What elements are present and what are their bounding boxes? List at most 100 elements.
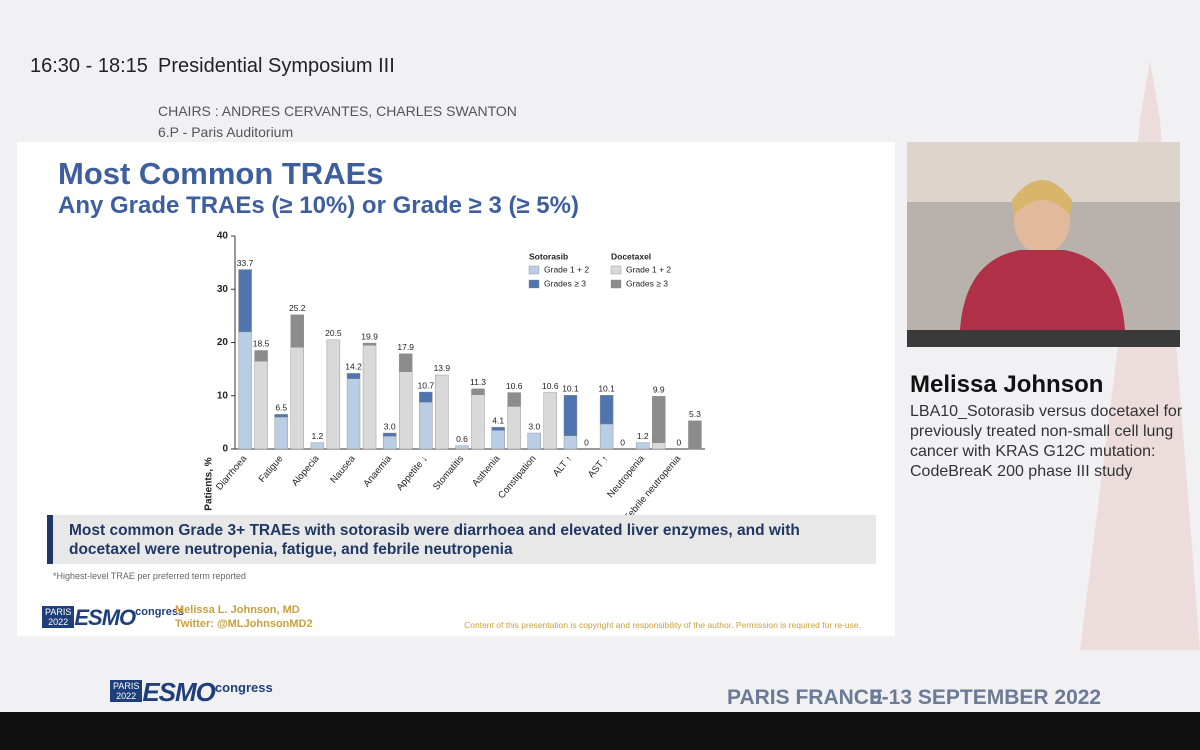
total-label: 1.2 xyxy=(637,431,649,441)
bar-segment xyxy=(254,350,268,362)
bar-segment xyxy=(471,394,485,450)
total-label: 13.9 xyxy=(434,363,451,373)
bar-segment xyxy=(398,371,413,450)
copyright: Content of this presentation is copyrigh… xyxy=(464,620,861,630)
total-label: 10.6 xyxy=(542,381,559,391)
y-tick-label: 20 xyxy=(217,337,229,348)
logo-year: 2022 xyxy=(116,691,137,701)
legend-label: Grades ≥ 3 xyxy=(544,278,586,288)
logo-event: congress xyxy=(135,606,185,618)
speaker-hair xyxy=(1012,180,1072,215)
y-tick-label: 30 xyxy=(217,284,229,295)
presenter: Melissa L. Johnson, MD xyxy=(175,604,300,616)
logo-city: PARIS xyxy=(113,681,140,691)
logo-year: 2022 xyxy=(48,617,69,627)
bar-segment xyxy=(382,436,397,450)
legend-label: Grade 1 + 2 xyxy=(626,264,671,274)
legend-label: Grade 1 + 2 xyxy=(544,264,589,274)
bar-segment xyxy=(599,395,614,425)
callout-text: Most common Grade 3+ TRAEs with sotorasi… xyxy=(69,522,800,558)
bar-segment xyxy=(274,414,288,418)
total-label: 10.1 xyxy=(598,383,615,393)
bar-segment xyxy=(435,374,449,450)
bar-segment xyxy=(362,344,377,450)
bar-segment xyxy=(290,314,304,348)
legend-group: Docetaxel xyxy=(611,251,651,261)
bottom-band xyxy=(0,712,1200,750)
total-label: 14.2 xyxy=(345,362,362,372)
x-tick-label: Appetite ↓ xyxy=(394,453,430,492)
y-axis-label: Patients, % xyxy=(204,457,215,510)
total-label: 10.6 xyxy=(506,381,523,391)
total-label: 17.9 xyxy=(397,342,414,352)
session-chairs: CHAIRS : ANDRES CERVANTES, CHARLES SWANT… xyxy=(158,103,517,119)
total-label: 10.1 xyxy=(562,383,579,393)
total-label: 1.2 xyxy=(311,431,323,441)
x-tick-label: Diarrhoea xyxy=(214,453,250,493)
talk-title: LBA10_Sotorasib versus docetaxel for pre… xyxy=(910,403,1183,480)
total-label: 19.9 xyxy=(361,331,378,341)
total-label: 5.3 xyxy=(689,409,701,419)
bar-segment xyxy=(362,342,377,346)
podium xyxy=(907,330,1180,347)
bar-segment xyxy=(543,392,558,450)
logo-event: congress xyxy=(214,680,273,695)
bar-segment xyxy=(563,435,578,450)
session-room: 6.P - Paris Auditorium xyxy=(158,124,294,140)
y-tick-label: 0 xyxy=(222,444,228,455)
footer-logo: PARIS 2022 ESMO congress xyxy=(110,677,273,707)
total-label: 10.7 xyxy=(418,380,435,390)
bar-segment xyxy=(491,426,505,431)
eiffel-decor xyxy=(1080,60,1200,650)
bar-segment xyxy=(455,445,469,450)
total-label: 3.0 xyxy=(528,421,540,431)
logo-brand: ESMO xyxy=(142,677,216,707)
footnote: *Highest-level TRAE per preferred term r… xyxy=(53,571,246,581)
x-tick-label: Asthenia xyxy=(470,453,503,489)
x-tick-label: ALT ↑ xyxy=(551,453,575,478)
total-label: 33.7 xyxy=(237,258,254,268)
slide-title: Most Common TRAEs xyxy=(58,156,384,191)
total-label: 9.9 xyxy=(653,385,665,395)
bar-segment xyxy=(599,423,614,450)
bar-segment xyxy=(419,401,433,450)
bar-segment xyxy=(238,269,252,333)
bar-segment xyxy=(563,395,578,436)
bar-segment xyxy=(290,347,304,450)
callout: Most common Grade 3+ TRAEs with sotorasi… xyxy=(47,515,876,564)
x-tick-label: Nausea xyxy=(328,453,358,486)
legend-swatch xyxy=(528,279,540,289)
bar-segment xyxy=(507,406,521,450)
bar-segment xyxy=(652,396,666,443)
y-tick-label: 10 xyxy=(217,390,229,401)
callout-bar xyxy=(47,515,53,564)
bar-segment xyxy=(471,388,485,395)
slide: Most Common TRAEs Any Grade TRAEs (≥ 10%… xyxy=(17,142,895,636)
session-time: 16:30 - 18:15 xyxy=(30,55,148,77)
bar-segment xyxy=(527,432,542,450)
bar-segment xyxy=(652,442,666,450)
chart: Patients, % 0 10 20 30 40 Diarrhoea 33.7 18.5 Fa… xyxy=(204,231,705,523)
slide-subtitle: Any Grade TRAEs (≥ 10%) or Grade ≥ 3 (≥ … xyxy=(58,192,579,219)
bar-segment xyxy=(419,391,433,403)
legend-swatch xyxy=(610,279,622,289)
session-title: Presidential Symposium III xyxy=(158,55,395,77)
x-tick-label: Fatigue xyxy=(257,453,286,484)
total-label: 25.2 xyxy=(289,303,306,313)
x-tick-label: Anaemia xyxy=(361,453,394,489)
legend-swatch xyxy=(528,265,540,275)
bar-segment xyxy=(254,360,268,450)
x-tick-label: Alopecia xyxy=(290,453,322,489)
total-label: 0 xyxy=(620,437,625,447)
total-label: 0 xyxy=(677,437,682,447)
y-tick-label: 40 xyxy=(217,231,229,242)
bar-segment xyxy=(346,378,361,450)
legend-swatch xyxy=(610,265,622,275)
total-label: 18.5 xyxy=(253,339,270,349)
bar-segment xyxy=(346,373,361,379)
total-label: 11.3 xyxy=(470,377,486,387)
total-label: 3.0 xyxy=(384,421,396,431)
total-label: 0.6 xyxy=(456,434,468,444)
